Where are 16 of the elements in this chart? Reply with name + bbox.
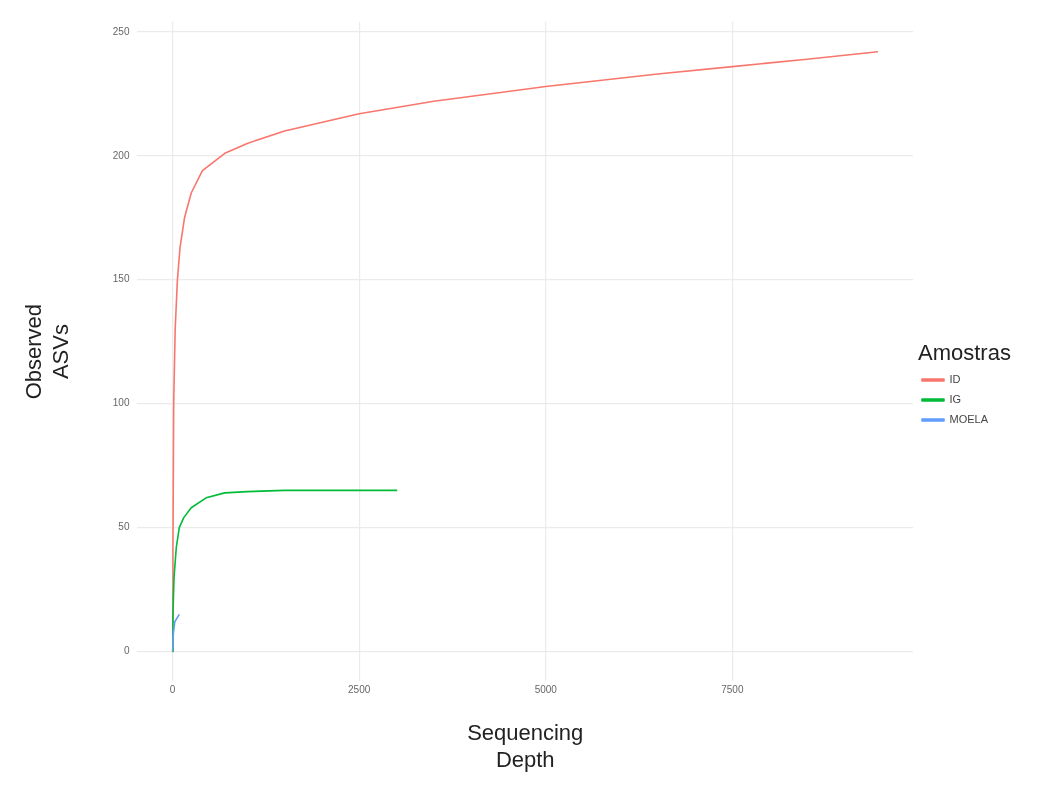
x-tick-label: 0 bbox=[169, 683, 176, 695]
y-tick-label: 100 bbox=[112, 397, 130, 409]
legend-label: MOELA bbox=[949, 413, 989, 426]
y-tick-label: 200 bbox=[112, 149, 130, 161]
y-tick-label: 50 bbox=[118, 521, 130, 533]
x-tick-label: 7500 bbox=[721, 683, 744, 695]
y-tick-label: 0 bbox=[123, 645, 130, 657]
legend-title: Amostras bbox=[917, 339, 1011, 365]
x-tick-label: 5000 bbox=[534, 683, 558, 695]
y-tick-label: 150 bbox=[112, 273, 130, 285]
legend-label: IG bbox=[949, 393, 962, 406]
x-tick-label: 2500 bbox=[348, 683, 371, 695]
x-axis-title: Sequencing Depth bbox=[467, 720, 584, 772]
y-tick-label: 250 bbox=[112, 25, 130, 37]
y-axis-title: Observed ASVs bbox=[21, 303, 73, 400]
legend-label: ID bbox=[949, 373, 961, 386]
